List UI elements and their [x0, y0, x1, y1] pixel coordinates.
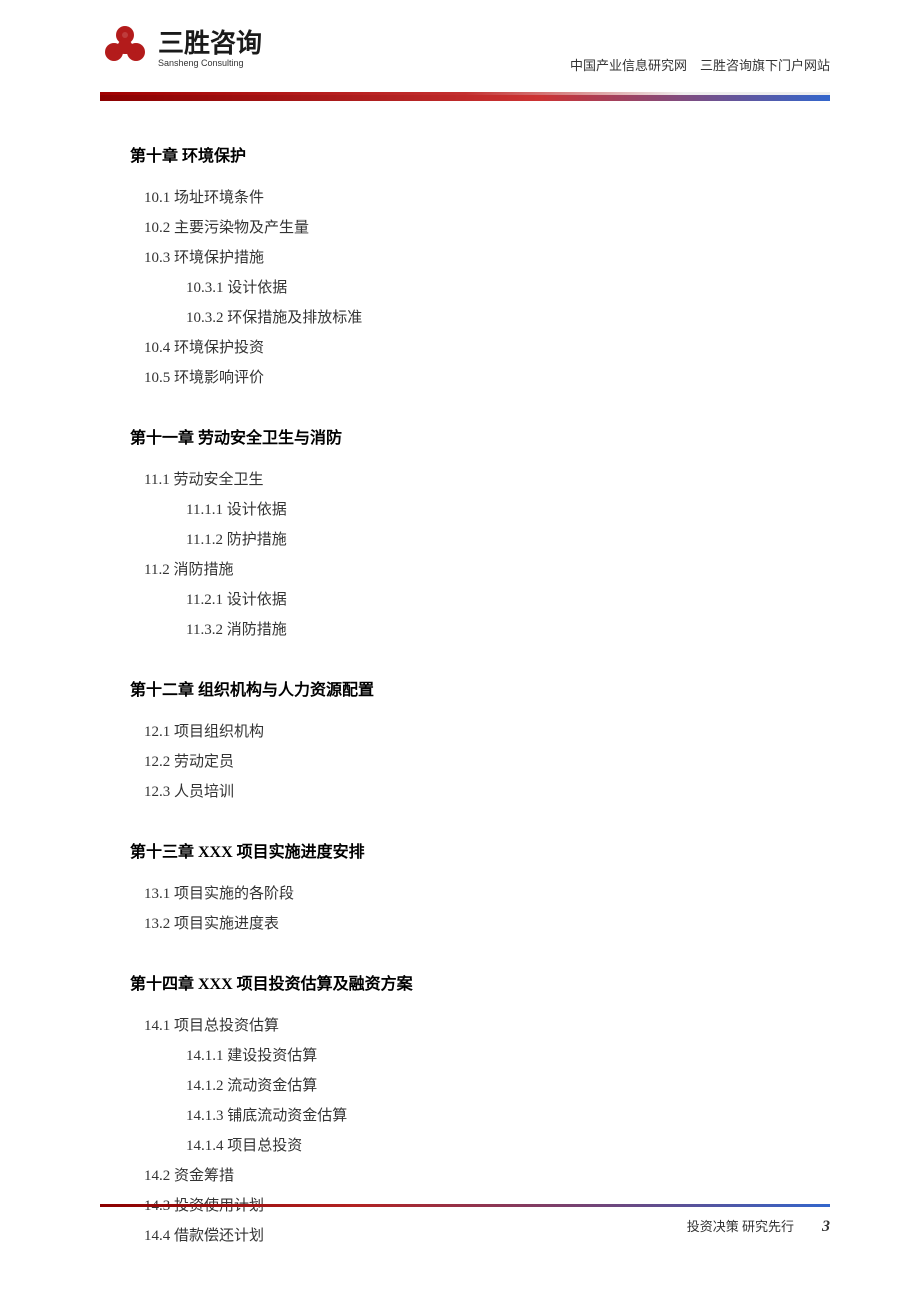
toc-content: 第十章 环境保护 10.1 场址环境条件10.2 主要污染物及产生量10.3 环境… — [0, 101, 920, 1251]
page-number: 3 — [822, 1218, 830, 1236]
toc-item-l1: 10.2 主要污染物及产生量 — [130, 213, 830, 243]
toc-item-l1: 12.2 劳动定员 — [130, 747, 830, 777]
toc-item-l1: 12.1 项目组织机构 — [130, 717, 830, 747]
toc-item-l2: 10.3.1 设计依据 — [130, 273, 830, 303]
header-divider — [100, 95, 830, 101]
toc-item-l2: 11.3.2 消防措施 — [130, 615, 830, 645]
toc-item-l1: 10.4 环境保护投资 — [130, 333, 830, 363]
toc-item-l2: 14.1.1 建设投资估算 — [130, 1041, 830, 1071]
toc-item-l1: 10.3 环境保护措施 — [130, 243, 830, 273]
chapter: 第十章 环境保护 10.1 场址环境条件10.2 主要污染物及产生量10.3 环境… — [130, 141, 830, 393]
page-header: 三胜咨询 Sansheng Consulting 中国产业信息研究网 三胜咨询旗… — [0, 0, 920, 95]
chapter-title: 第十章 环境保护 — [130, 141, 830, 173]
chapter: 第十四章 XXX 项目投资估算及融资方案 14.1 项目总投资估算14.1.1 建… — [130, 969, 830, 1251]
header-right-text: 中国产业信息研究网 三胜咨询旗下门户网站 — [570, 55, 830, 74]
footer-slogan: 投资决策 研究先行 — [687, 1216, 794, 1235]
chapter: 第十二章 组织机构与人力资源配置 12.1 项目组织机构12.2 劳动定员12.3… — [130, 675, 830, 807]
toc-item-l2: 14.1.3 铺底流动资金估算 — [130, 1101, 830, 1131]
chapter-title: 第十四章 XXX 项目投资估算及融资方案 — [130, 969, 830, 1001]
chapter-title: 第十一章 劳动安全卫生与消防 — [130, 423, 830, 455]
chapter-title: 第十三章 XXX 项目实施进度安排 — [130, 837, 830, 869]
toc-item-l2: 14.1.2 流动资金估算 — [130, 1071, 830, 1101]
toc-item-l1: 11.1 劳动安全卫生 — [130, 465, 830, 495]
toc-item-l1: 13.1 项目实施的各阶段 — [130, 879, 830, 909]
toc-item-l2: 10.3.2 环保措施及排放标准 — [130, 303, 830, 333]
toc-item-l2: 14.1.4 项目总投资 — [130, 1131, 830, 1161]
toc-item-l1: 10.1 场址环境条件 — [130, 183, 830, 213]
toc-item-l1: 14.2 资金筹措 — [130, 1161, 830, 1191]
footer-divider — [100, 1204, 830, 1207]
logo-icon — [100, 20, 150, 70]
logo-text: 三胜咨询 Sansheng Consulting — [158, 23, 262, 68]
toc-item-l1: 14.1 项目总投资估算 — [130, 1011, 830, 1041]
chapter: 第十一章 劳动安全卫生与消防 11.1 劳动安全卫生11.1.1 设计依据11.1… — [130, 423, 830, 645]
logo-sub-text: Sansheng Consulting — [158, 58, 262, 68]
chapter-title: 第十二章 组织机构与人力资源配置 — [130, 675, 830, 707]
footer-text-group: 投资决策 研究先行 3 — [687, 1216, 830, 1236]
toc-item-l1: 12.3 人员培训 — [130, 777, 830, 807]
toc-item-l1: 10.5 环境影响评价 — [130, 363, 830, 393]
chapter: 第十三章 XXX 项目实施进度安排 13.1 项目实施的各阶段13.2 项目实施进… — [130, 837, 830, 939]
toc-item-l2: 11.1.1 设计依据 — [130, 495, 830, 525]
logo-main-text: 三胜咨询 — [158, 23, 262, 60]
toc-item-l1: 11.2 消防措施 — [130, 555, 830, 585]
toc-item-l1: 13.2 项目实施进度表 — [130, 909, 830, 939]
toc-item-l2: 11.1.2 防护措施 — [130, 525, 830, 555]
toc-item-l2: 11.2.1 设计依据 — [130, 585, 830, 615]
